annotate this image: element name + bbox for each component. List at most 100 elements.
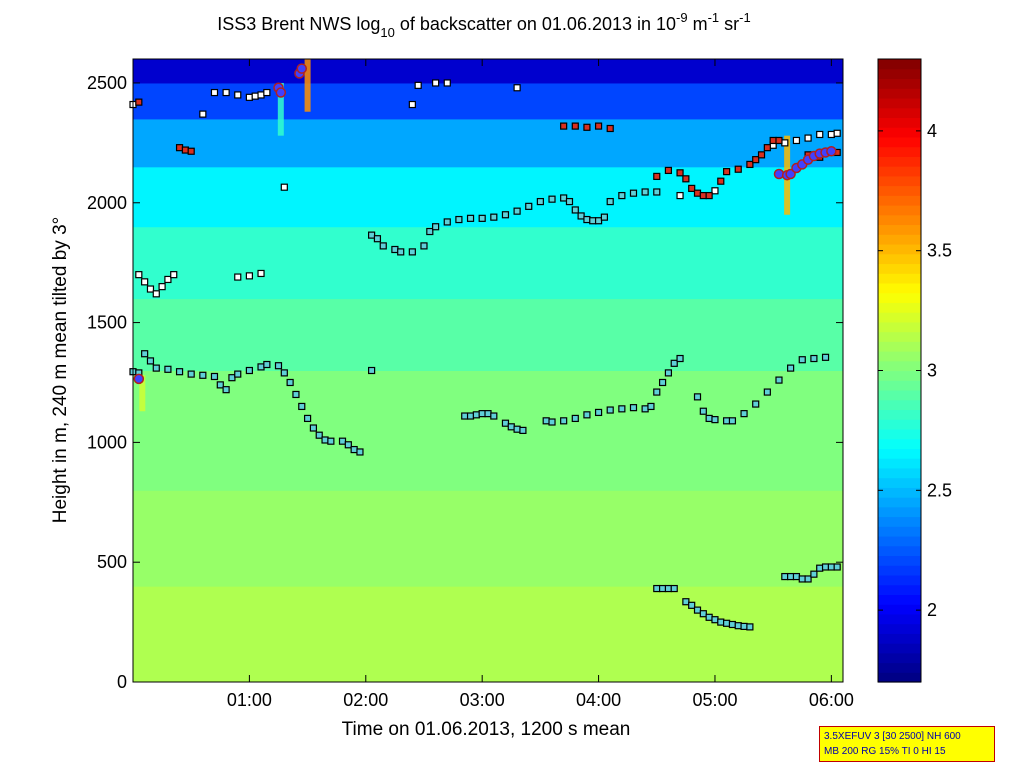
layer-marker-6 <box>175 368 184 376</box>
layer-marker-7 <box>426 227 434 236</box>
layer-marker-35 <box>775 376 783 384</box>
layer-marker-19 <box>734 165 742 173</box>
layer-marker-22 <box>432 79 440 87</box>
y-tick-label-5: 2500 <box>87 73 127 93</box>
x-tick-label-3: 04:00 <box>576 690 621 710</box>
layer-marker-17 <box>787 572 795 581</box>
layer-marker-21 <box>414 81 422 89</box>
layer-marker-34 <box>763 388 771 396</box>
layer-marker-21 <box>298 402 306 411</box>
colorbar-cell-14 <box>878 535 921 547</box>
colorbar-cell-43 <box>878 253 921 265</box>
detected-layers <box>129 63 841 631</box>
layer-marker-25 <box>775 136 783 145</box>
layer-marker-39 <box>821 353 830 361</box>
layer-marker-8 <box>199 110 207 118</box>
layer-marker-12 <box>728 620 737 629</box>
layer-marker-9 <box>519 426 527 435</box>
layer-marker-0 <box>461 412 469 420</box>
colorbar-cell-61 <box>878 78 921 89</box>
layer-marker-7 <box>187 370 195 378</box>
layer-marker-4 <box>152 290 160 298</box>
layer-marker-1 <box>135 271 143 279</box>
colorbar-cell-37 <box>878 312 921 323</box>
layer-marker-12 <box>245 93 253 101</box>
layer-marker-6 <box>583 123 591 131</box>
layer-marker-19 <box>798 575 806 583</box>
colorbar-cell-60 <box>878 88 921 99</box>
x-axis-label: Time on 01.06.2013, 1200 s mean <box>342 719 631 740</box>
colorbar-cell-34 <box>878 341 921 352</box>
layer-marker-21 <box>653 388 661 396</box>
layer-marker-36 <box>787 364 795 372</box>
layer-marker-14 <box>245 366 253 375</box>
field-band-8 <box>133 59 843 84</box>
cloud-dot-2 <box>275 87 287 98</box>
layer-marker-9 <box>210 372 219 381</box>
layer-marker-2 <box>379 242 387 250</box>
colorbar-cell-25 <box>878 428 921 440</box>
layer-marker-26 <box>711 187 719 195</box>
layer-marker-8 <box>513 425 521 433</box>
colorbar-cell-18 <box>878 497 921 508</box>
layer-0 <box>653 563 841 631</box>
layer-marker-27 <box>699 407 707 415</box>
parameter-line-2: MB 200 RG 15% TI 0 HI 15 <box>824 746 946 757</box>
colorbar-cell-23 <box>878 448 921 459</box>
colorbar-cell-17 <box>878 506 921 518</box>
layer-marker-32 <box>740 410 748 418</box>
layer-marker-26 <box>600 213 608 221</box>
layer-marker-6 <box>693 606 702 614</box>
colorbar-cell-0 <box>878 672 921 683</box>
colorbar-cell-16 <box>878 516 921 527</box>
layer-marker-10 <box>455 215 463 224</box>
layer-marker-18 <box>280 369 288 377</box>
layer-marker-16 <box>781 572 789 581</box>
layer-marker-16 <box>263 360 271 369</box>
y-tick-label-4: 2000 <box>87 193 127 213</box>
layer-marker-18 <box>629 404 638 412</box>
layer-marker-4 <box>484 410 492 418</box>
layer-marker-32 <box>827 130 835 139</box>
layer-marker-16 <box>525 202 533 210</box>
layer-marker-6 <box>420 242 428 250</box>
layer-marker-19 <box>641 405 649 413</box>
colorbar-cell-56 <box>878 127 921 138</box>
colorbar-cell-21 <box>878 467 921 479</box>
layer-marker-5 <box>158 283 166 291</box>
layer-marker-3 <box>146 357 155 365</box>
layer-marker-13 <box>251 92 259 100</box>
y-tick-label-1: 500 <box>97 552 127 572</box>
layer-marker-12 <box>682 175 690 183</box>
layer-marker-12 <box>478 214 486 222</box>
layer-marker-18 <box>792 572 801 581</box>
layer-marker-13 <box>688 184 696 192</box>
x-tick-label-5: 06:00 <box>809 690 854 710</box>
layer-marker-24 <box>827 563 835 571</box>
colorbar-cell-3 <box>878 643 921 654</box>
cloud-dot-14 <box>826 146 837 157</box>
layer-marker-8 <box>432 223 440 231</box>
colorbar-cell-27 <box>878 409 921 420</box>
plot-area: 01:00 02:00 03:00 04:00 05:00 06:00 0 500 1000 1… <box>87 58 854 710</box>
layer-marker-18 <box>245 272 253 280</box>
layer-marker-4 <box>152 364 160 372</box>
colorbar-cell-11 <box>878 565 921 576</box>
layer-marker-1 <box>466 412 475 420</box>
layer-marker-0 <box>135 98 143 106</box>
layer-marker-19 <box>560 194 568 202</box>
colorbar-cell-7 <box>878 604 921 615</box>
layer-marker-8 <box>199 371 207 379</box>
colorbar-cell-48 <box>878 205 921 216</box>
layer-marker-20 <box>408 100 416 109</box>
layer-marker-15 <box>594 408 603 417</box>
layer-marker-15 <box>746 623 754 631</box>
layer-marker-33 <box>752 400 760 408</box>
layer-marker-2 <box>141 350 149 358</box>
cbar-tick-label-0: 2 <box>927 600 937 620</box>
colorbar-cell-20 <box>878 477 921 488</box>
layer-marker-17 <box>717 177 725 185</box>
layer-marker-10 <box>222 88 230 97</box>
colorbar-cell-51 <box>878 175 921 187</box>
